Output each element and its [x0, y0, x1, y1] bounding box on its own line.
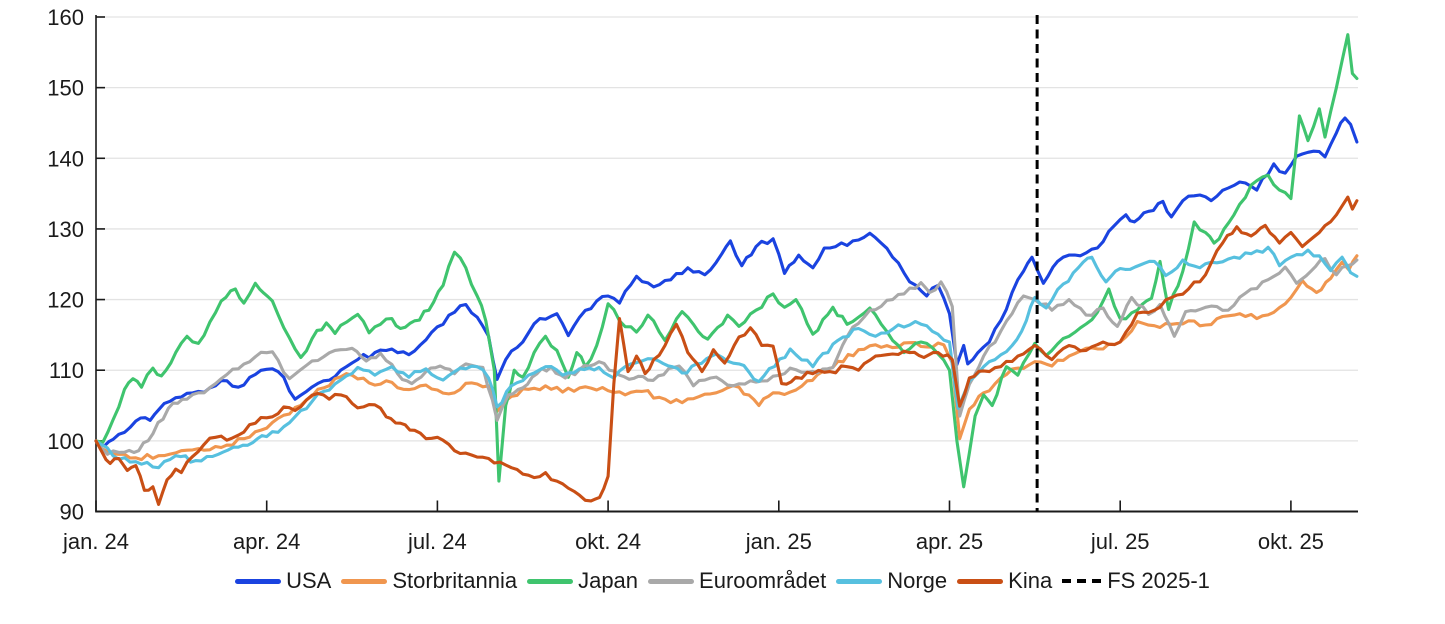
- line-swatch-icon: [648, 578, 695, 584]
- x-tick-label-4: jan. 25: [745, 529, 812, 554]
- x-tick-label-3: okt. 24: [575, 529, 641, 554]
- dashed-line-swatch-icon: [1062, 579, 1103, 583]
- y-tick-label-150: 150: [47, 76, 84, 101]
- legend-item-kina: Kina: [957, 568, 1052, 594]
- legend-item-euroomr-det: Euroområdet: [648, 568, 826, 594]
- y-tick-label-140: 140: [47, 146, 84, 171]
- legend-item-usa: USA: [235, 568, 331, 594]
- x-tick-label-1: apr. 24: [233, 529, 300, 554]
- x-tick-label-5: apr. 25: [916, 529, 983, 554]
- x-tick-label-2: jul. 24: [407, 529, 467, 554]
- y-tick-label-90: 90: [60, 500, 84, 525]
- line-swatch-icon: [527, 578, 574, 584]
- line-swatch-icon: [341, 578, 388, 584]
- legend-item-fs-2025-1: FS 2025-1: [1062, 568, 1210, 594]
- x-tick-label-7: okt. 25: [1258, 529, 1324, 554]
- series-line-norge: [94, 245, 1359, 470]
- series-line-japan: [94, 33, 1359, 489]
- legend-label: FS 2025-1: [1107, 568, 1210, 593]
- x-tick-label-0: jan. 24: [62, 529, 129, 554]
- line-swatch-icon: [836, 578, 883, 584]
- legend-label: Euroområdet: [699, 568, 827, 593]
- y-tick-label-160: 160: [47, 5, 84, 30]
- legend-label: Kina: [1008, 568, 1053, 593]
- legend-label: Japan: [578, 568, 639, 593]
- legend-item-japan: Japan: [527, 568, 638, 594]
- chart-legend: USA Storbritannia Japan Euroområdet Norge Kin…: [0, 568, 1445, 594]
- y-tick-label-120: 120: [47, 288, 84, 313]
- legend-label: Norge: [887, 568, 948, 593]
- line-swatch-icon: [235, 578, 282, 584]
- y-tick-label-100: 100: [47, 429, 84, 454]
- line-swatch-icon: [957, 578, 1004, 584]
- series-line-euroområdet: [94, 257, 1359, 456]
- legend-item-norge: Norge: [836, 568, 947, 594]
- y-tick-label-110: 110: [49, 358, 84, 383]
- legend-label: USA: [286, 568, 332, 593]
- series-line-usa: [94, 116, 1359, 448]
- legend-label: Storbritannia: [392, 568, 518, 593]
- x-tick-label-6: jul. 25: [1090, 529, 1150, 554]
- legend-item-storbritannia: Storbritannia: [341, 568, 517, 594]
- series-line-kina: [94, 195, 1359, 506]
- y-tick-label-130: 130: [47, 217, 84, 242]
